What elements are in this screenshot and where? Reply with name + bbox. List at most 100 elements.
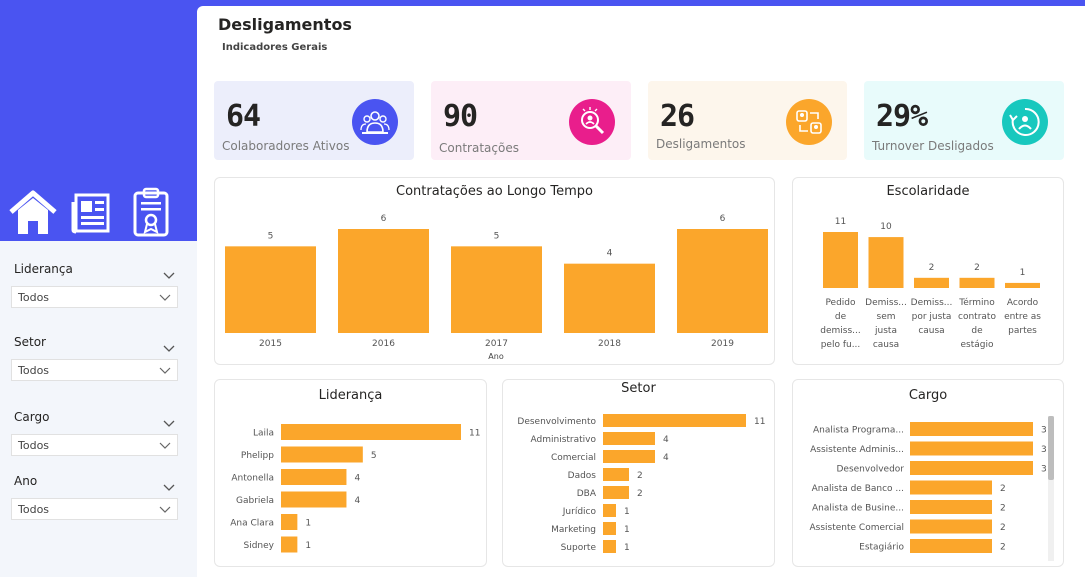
chart-bar bbox=[603, 504, 616, 517]
kpi-label: Contratações bbox=[439, 141, 519, 155]
tick-label-line: por justa bbox=[912, 312, 952, 322]
category-label: Marketing bbox=[551, 525, 596, 535]
data-label: 1 bbox=[624, 525, 630, 535]
chart-bar bbox=[959, 277, 995, 288]
exchange-people-icon bbox=[786, 99, 832, 145]
category-label: Estagiário bbox=[859, 543, 904, 553]
kpi-label: Turnover Desligados bbox=[872, 139, 994, 153]
category-label: Assistente Comercial bbox=[810, 523, 904, 533]
chart-bar bbox=[281, 491, 347, 508]
category-label: Analista Programa... bbox=[813, 426, 904, 436]
kpi-value: 64 bbox=[226, 99, 261, 134]
chevron-down-icon bbox=[159, 367, 171, 374]
chart-bar bbox=[914, 277, 949, 288]
filter-label: Cargo bbox=[14, 410, 50, 424]
escolaridade-chart: 11 Pedido de demiss... pelo fu... 10 Demiss...… bbox=[820, 217, 1041, 350]
data-label: 4 bbox=[607, 249, 613, 259]
data-label: 11 bbox=[754, 417, 765, 427]
newspaper-icon[interactable] bbox=[70, 192, 114, 238]
chart-bar bbox=[281, 469, 347, 485]
kpi-card: 29% Turnover Desligados bbox=[864, 81, 1064, 160]
tick-label-line: Término bbox=[958, 297, 995, 308]
chart-title: Escolaridade bbox=[886, 184, 970, 199]
kpi-value: 90 bbox=[443, 99, 478, 134]
kpi-value: 26 bbox=[660, 99, 695, 134]
tick-label-line: entre as bbox=[1004, 312, 1041, 322]
data-label: 5 bbox=[268, 231, 274, 241]
data-label: 4 bbox=[354, 496, 360, 506]
data-label: 1 bbox=[624, 543, 630, 553]
card-lideranca: Liderança Laila 11 Phelipp 5 Antonella 4 Gabri… bbox=[214, 379, 487, 567]
category-label: Desenvolvimento bbox=[517, 417, 596, 427]
data-label: 2 bbox=[637, 489, 643, 499]
tick-label: 2017 bbox=[485, 339, 508, 349]
tick-label: Acordo entre as partes bbox=[1004, 298, 1041, 336]
data-label: 2 bbox=[974, 263, 980, 273]
data-label: 1 bbox=[624, 507, 630, 517]
filter-dropdown[interactable]: Todos bbox=[11, 434, 178, 456]
chart-bar bbox=[910, 441, 1033, 456]
chevron-down-icon[interactable] bbox=[162, 478, 176, 491]
tick-label: 2016 bbox=[372, 339, 395, 349]
home-icon[interactable] bbox=[8, 190, 58, 240]
data-label: 2 bbox=[637, 471, 643, 481]
data-label: 1 bbox=[305, 519, 311, 529]
category-label: Analista de Busine... bbox=[812, 504, 904, 514]
cargo-chart: Analista Programa... 3 Assistente Adminis.… bbox=[810, 422, 1047, 553]
kpi-label: Colaboradores Ativos bbox=[222, 139, 350, 153]
chart-bar bbox=[281, 536, 298, 553]
chart-bar bbox=[564, 263, 655, 333]
page-title: Desligamentos bbox=[218, 15, 352, 34]
data-label: 2 bbox=[1000, 523, 1006, 533]
data-label: 2 bbox=[1000, 543, 1006, 553]
category-label: Analista de Banco ... bbox=[812, 484, 904, 494]
data-label: 1 bbox=[1020, 268, 1026, 278]
scrollbar-thumb[interactable] bbox=[1048, 416, 1054, 480]
chart-bar bbox=[910, 461, 1033, 475]
chevron-down-icon bbox=[159, 294, 171, 301]
tick-label: 2018 bbox=[598, 339, 621, 349]
kpi-value: 29% bbox=[876, 99, 928, 134]
tick-label: Término contrato de estágio bbox=[958, 297, 996, 350]
category-label: Laila bbox=[253, 429, 274, 439]
tick-label-line: contrato bbox=[958, 312, 996, 322]
chart-bar bbox=[910, 480, 992, 495]
chart-bar bbox=[868, 237, 904, 288]
data-label: 2 bbox=[1000, 504, 1006, 514]
tick-label-line: Demiss... bbox=[865, 298, 907, 308]
filter-value: Todos bbox=[18, 291, 50, 304]
axis-label: Ano bbox=[488, 352, 504, 361]
tick-label-line: Pedido bbox=[825, 298, 856, 308]
filter-label: Liderança bbox=[14, 262, 73, 276]
chart-title: Cargo bbox=[908, 388, 948, 403]
kpi-label: Desligamentos bbox=[656, 137, 746, 151]
certificate-icon[interactable] bbox=[131, 187, 171, 241]
chart-bar bbox=[603, 414, 746, 427]
chart-bar bbox=[677, 229, 768, 333]
filter-dropdown[interactable]: Todos bbox=[11, 498, 178, 520]
tick-label-line: sem bbox=[877, 312, 896, 322]
team-icon bbox=[352, 99, 398, 145]
chevron-down-icon[interactable] bbox=[162, 266, 176, 279]
filter-dropdown[interactable]: Todos bbox=[11, 359, 178, 381]
card-escolaridade: Escolaridade 11 Pedido de demiss... pelo fu.… bbox=[792, 177, 1064, 365]
chart-bar bbox=[603, 432, 655, 445]
filter-label: Setor bbox=[14, 335, 46, 349]
data-label: 10 bbox=[880, 222, 892, 232]
category-label: Dados bbox=[568, 471, 597, 481]
chart-bar bbox=[603, 522, 616, 535]
filter-value: Todos bbox=[18, 364, 50, 377]
chart-bar bbox=[281, 446, 363, 463]
chevron-down-icon[interactable] bbox=[162, 414, 176, 427]
chevron-down-icon[interactable] bbox=[162, 339, 176, 352]
kpi-card: 90 Contratações bbox=[431, 81, 631, 160]
filter-dropdown[interactable]: Todos bbox=[11, 286, 178, 308]
scrollbar-track[interactable] bbox=[1048, 416, 1054, 561]
contratacoes-chart: 5 2015 6 2016 5 2017 4 2018 6 2019 Ano bbox=[225, 214, 768, 361]
tick-label-line: Acordo bbox=[1007, 298, 1039, 308]
category-label: Comercial bbox=[551, 453, 596, 463]
chart-bar bbox=[603, 486, 629, 499]
tick-label-line: de bbox=[835, 312, 847, 322]
